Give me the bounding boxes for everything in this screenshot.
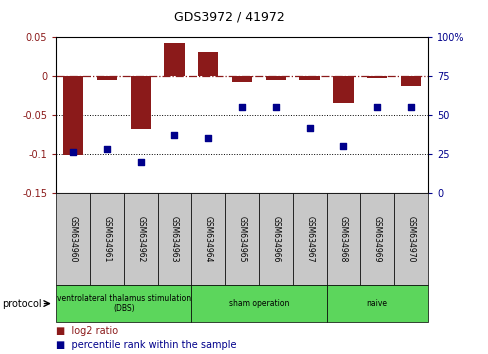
Bar: [366, 76, 386, 79]
Point: [305, 125, 313, 130]
Bar: [63, 76, 83, 155]
Bar: [326, 193, 360, 285]
Point: [204, 136, 212, 141]
Text: ■  percentile rank within the sample: ■ percentile rank within the sample: [56, 340, 236, 350]
Text: GSM634962: GSM634962: [136, 216, 145, 262]
Point: [69, 150, 77, 155]
Bar: [400, 76, 420, 86]
Text: ■  log2 ratio: ■ log2 ratio: [56, 326, 118, 336]
Bar: [265, 76, 285, 80]
Bar: [333, 76, 353, 103]
Point: [238, 104, 245, 110]
Text: GSM634964: GSM634964: [203, 216, 212, 262]
Text: GSM634970: GSM634970: [406, 216, 415, 262]
Text: GDS3972 / 41972: GDS3972 / 41972: [174, 11, 285, 24]
Bar: [259, 193, 292, 285]
Text: GSM634967: GSM634967: [305, 216, 313, 262]
Bar: [292, 193, 326, 285]
Point: [406, 104, 414, 110]
Text: GSM634965: GSM634965: [237, 216, 246, 262]
Point: [137, 159, 144, 165]
Text: GSM634963: GSM634963: [170, 216, 179, 262]
Bar: [56, 193, 90, 285]
Bar: [191, 285, 326, 322]
Bar: [299, 76, 319, 80]
Point: [339, 143, 346, 149]
Bar: [191, 193, 224, 285]
Bar: [130, 76, 150, 129]
Point: [170, 132, 178, 138]
Text: GSM634969: GSM634969: [372, 216, 381, 262]
Bar: [360, 193, 393, 285]
Bar: [97, 76, 117, 80]
Bar: [393, 193, 427, 285]
Bar: [224, 193, 259, 285]
Point: [372, 104, 380, 110]
Text: GSM634960: GSM634960: [68, 216, 78, 262]
Bar: [164, 42, 184, 76]
Text: GSM634966: GSM634966: [271, 216, 280, 262]
Bar: [90, 193, 123, 285]
Bar: [157, 193, 191, 285]
Bar: [56, 285, 191, 322]
Bar: [326, 285, 427, 322]
Text: GSM634961: GSM634961: [102, 216, 111, 262]
Bar: [123, 193, 157, 285]
Text: protocol: protocol: [2, 298, 42, 309]
Text: naive: naive: [366, 299, 387, 308]
Point: [271, 104, 279, 110]
Point: [103, 147, 111, 152]
Text: GSM634968: GSM634968: [338, 216, 347, 262]
Text: ventrolateral thalamus stimulation
(DBS): ventrolateral thalamus stimulation (DBS): [57, 294, 190, 313]
Bar: [231, 76, 252, 81]
Bar: [198, 52, 218, 76]
Text: sham operation: sham operation: [228, 299, 288, 308]
